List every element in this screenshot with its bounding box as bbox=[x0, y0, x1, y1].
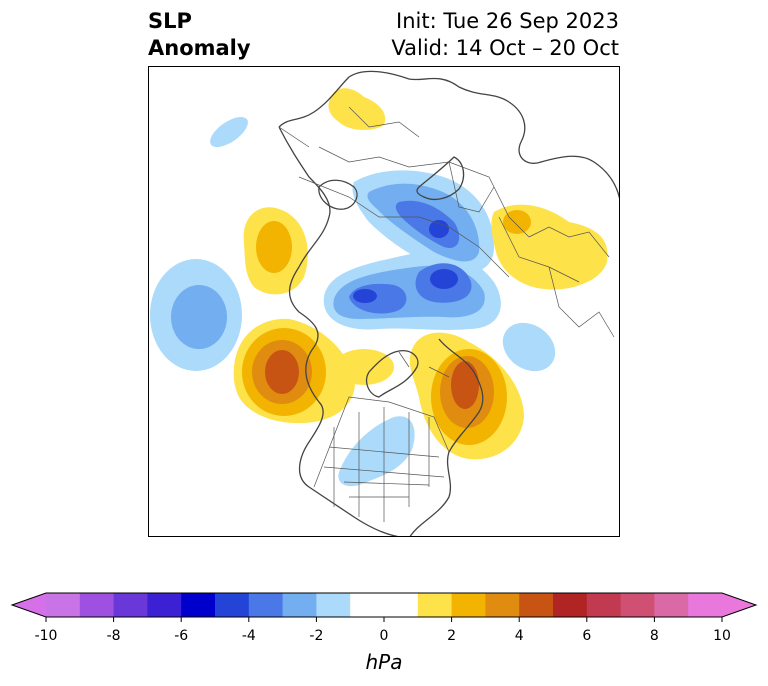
colorbar-tick-label: 6 bbox=[582, 628, 592, 644]
colorbar-tick-label: 2 bbox=[447, 628, 457, 644]
map-title-left: SLP Anomaly bbox=[148, 8, 251, 62]
west-high bbox=[243, 207, 308, 295]
colorbar-segment bbox=[316, 593, 351, 617]
valid-range: Valid: 14 Oct – 20 Oct bbox=[391, 36, 619, 60]
anomaly-fields bbox=[150, 88, 608, 487]
europe-high bbox=[491, 204, 608, 290]
colorbar-tick-label: 8 bbox=[649, 628, 659, 644]
colorbar-segment bbox=[181, 593, 216, 617]
colorbar-segment bbox=[553, 593, 588, 617]
colorbar-segment bbox=[485, 593, 520, 617]
colorbar-tick-label: 4 bbox=[514, 628, 524, 644]
anomaly-map bbox=[148, 66, 620, 537]
colorbar-unit: hPa bbox=[365, 650, 403, 674]
colorbar-segment bbox=[620, 593, 655, 617]
colorbar-segment bbox=[215, 593, 250, 617]
colorbar-segment bbox=[46, 593, 81, 617]
colorbar-segment bbox=[282, 593, 317, 617]
arctic-low bbox=[323, 170, 501, 330]
map-title-right: Init: Tue 26 Sep 2023 Valid: 14 Oct – 20… bbox=[391, 8, 619, 62]
colorbar-tick-label: 0 bbox=[379, 628, 389, 644]
colorbar-tick-label: -6 bbox=[174, 628, 189, 644]
title-anomaly: Anomaly bbox=[148, 36, 251, 60]
colorbar-segment bbox=[113, 593, 148, 617]
small-low-east bbox=[502, 322, 556, 372]
colorbar-segment bbox=[451, 593, 486, 617]
arctic-high-small bbox=[334, 349, 394, 385]
map-canvas bbox=[150, 70, 619, 536]
colorbar-segment bbox=[147, 593, 182, 617]
init-date: Init: Tue 26 Sep 2023 bbox=[396, 9, 619, 33]
colorbar-tick-label: -10 bbox=[34, 628, 58, 644]
colorbar bbox=[10, 592, 758, 622]
title-variable: SLP bbox=[148, 9, 192, 33]
colorbar-segment bbox=[350, 593, 419, 617]
colorbar-segment bbox=[248, 593, 284, 617]
colorbar-segment bbox=[417, 593, 453, 617]
small-low-west bbox=[210, 116, 248, 148]
scandinavia-high bbox=[328, 88, 386, 130]
colorbar-tick-label: -8 bbox=[106, 628, 121, 644]
colorbar-segment bbox=[654, 593, 689, 617]
pacific-high bbox=[233, 318, 355, 424]
colorbar-tick-label: -2 bbox=[309, 628, 324, 644]
coastlines bbox=[278, 70, 619, 536]
colorbar-tick-label: -4 bbox=[241, 628, 256, 644]
colorbar-tick-label: 10 bbox=[713, 628, 731, 644]
colorbar-segment bbox=[519, 593, 554, 617]
colorbar-segment bbox=[586, 593, 622, 617]
colorbar-extend-high bbox=[722, 593, 756, 617]
colorbar-extend-low bbox=[12, 593, 46, 617]
borders bbox=[278, 106, 615, 522]
pacific-low bbox=[150, 259, 242, 371]
colorbar-segment bbox=[688, 593, 723, 617]
colorbar-segment bbox=[79, 593, 115, 617]
